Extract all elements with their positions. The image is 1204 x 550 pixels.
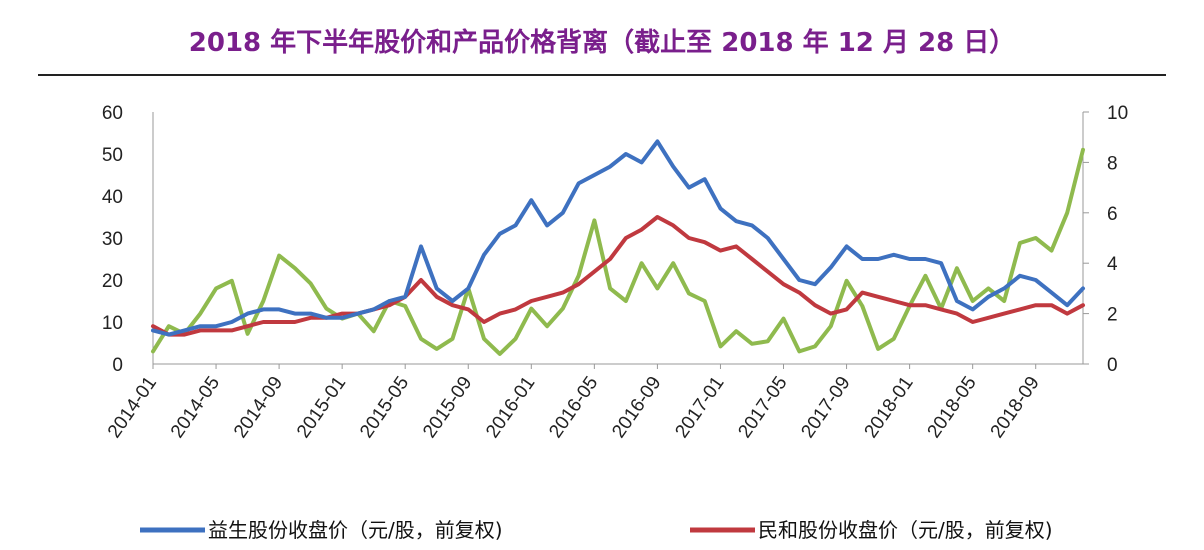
right-y-tick-label: 0 [1107, 355, 1118, 376]
x-tick-label: 2015-05 [356, 373, 413, 442]
title-divider [38, 74, 1166, 76]
x-tick-label: 2015-09 [419, 373, 476, 442]
x-tick-label: 2018-09 [987, 373, 1044, 442]
right-y-tick-label: 10 [1107, 103, 1128, 124]
x-tick-label: 2016-05 [545, 373, 602, 442]
chart-title: 2018 年下半年股价和产品价格背离（截止至 2018 年 12 月 28 日） [188, 28, 1016, 58]
right-y-tick-label: 6 [1107, 204, 1118, 225]
left-y-tick-label: 10 [102, 313, 123, 334]
right-y-tick-label: 4 [1107, 254, 1118, 275]
chart-legend: 益生股份收盘价（元/股，前复权) 民和股份收盘价（元/股，前复权) [140, 518, 1053, 542]
chart-axes [152, 112, 1084, 365]
left-y-tick-label: 50 [102, 145, 123, 166]
x-tick-label: 2014-05 [167, 373, 224, 442]
x-tick-label: 2014-09 [230, 373, 287, 442]
x-tick-label: 2017-05 [734, 373, 791, 442]
series-line-product-price [151, 147, 1085, 356]
left-y-tick-label: 0 [112, 355, 123, 376]
x-tick-label: 2014-01 [104, 373, 161, 442]
x-tick-label: 2018-05 [924, 373, 981, 442]
left-y-tick-label: 20 [102, 271, 123, 292]
series-line-minhe [151, 215, 1085, 337]
chart-ticks: 0 10 20 30 40 50 60 0 2 4 6 8 10 2014-01 2014-05 2014-0… [102, 103, 1128, 442]
x-tick-label: 2016-01 [482, 373, 539, 442]
left-y-tick-label: 60 [102, 103, 123, 124]
left-y-tick-label: 40 [102, 187, 123, 208]
chart-series [151, 139, 1085, 356]
x-tick-label: 2015-01 [293, 373, 350, 442]
x-tick-label: 2018-01 [861, 373, 918, 442]
x-tick-label: 2017-09 [797, 373, 854, 442]
x-tick-label: 2016-09 [608, 373, 665, 442]
legend-label-yisheng: 益生股份收盘价（元/股，前复权) [208, 518, 503, 542]
left-y-tick-label: 30 [102, 229, 123, 250]
right-y-tick-label: 8 [1107, 153, 1118, 174]
legend-label-minhe: 民和股份收盘价（元/股，前复权) [758, 518, 1053, 542]
series-line-yisheng [151, 139, 1085, 337]
right-y-tick-label: 2 [1107, 305, 1118, 326]
x-tick-label: 2017-01 [671, 373, 728, 442]
